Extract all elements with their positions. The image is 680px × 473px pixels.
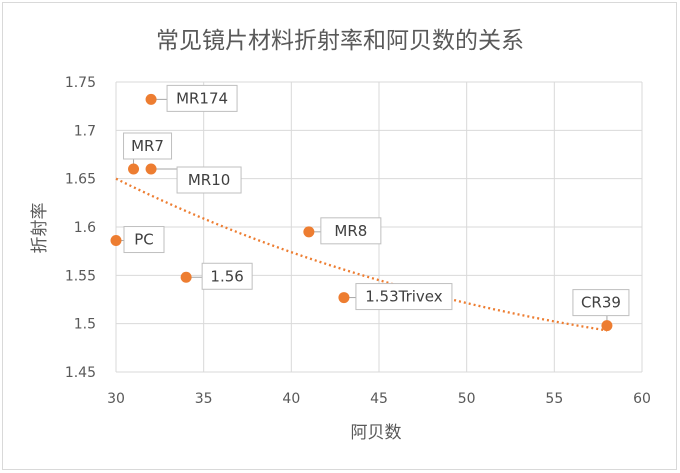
trendline-layer bbox=[115, 177, 608, 332]
data-label: CR39 bbox=[581, 294, 621, 312]
data-label: 1.53Trivex bbox=[365, 288, 443, 306]
x-tick-label: 45 bbox=[370, 391, 388, 407]
data-label: MR7 bbox=[131, 137, 164, 155]
data-label-box bbox=[176, 166, 242, 194]
data-point bbox=[338, 292, 350, 304]
data-label: PC bbox=[134, 231, 154, 249]
y-tick-label: 1.6 bbox=[74, 220, 96, 236]
data-point bbox=[180, 271, 192, 283]
x-tick-label: 35 bbox=[195, 391, 213, 407]
trendline bbox=[115, 177, 608, 332]
data-point bbox=[303, 226, 315, 238]
tick-label-layer: 30 35 40 45 50 55 60 1.45 1.5 1.55 1.6 1.65 1.7 1.75 bbox=[65, 75, 651, 407]
y-tick-label: 1.45 bbox=[65, 365, 96, 381]
y-tick-label: 1.65 bbox=[65, 172, 96, 188]
x-tick-label: 30 bbox=[107, 391, 125, 407]
x-tick-label: 40 bbox=[282, 391, 300, 407]
data-label: MR174 bbox=[176, 89, 228, 107]
data-label-box bbox=[201, 262, 253, 290]
x-tick-label: 60 bbox=[633, 391, 651, 407]
data-label-box bbox=[355, 283, 453, 311]
data-label-box bbox=[166, 84, 238, 112]
y-tick-label: 1.7 bbox=[74, 123, 96, 139]
y-tick-label: 1.5 bbox=[74, 317, 96, 333]
data-label-layer: MR174 MR7 MR10 PC MR8 1.56 1.53Trivex CR39 bbox=[116, 84, 630, 326]
data-point bbox=[128, 163, 140, 175]
data-point bbox=[145, 163, 157, 175]
data-label: 1.56 bbox=[210, 267, 243, 285]
data-point bbox=[145, 93, 157, 105]
data-label-box bbox=[572, 289, 630, 317]
y-axis-title: 折射率 bbox=[30, 203, 50, 254]
x-tick-label: 50 bbox=[458, 391, 476, 407]
data-label-box bbox=[123, 226, 165, 254]
y-tick-label: 1.55 bbox=[65, 268, 96, 284]
chart-title: 常见镜片材料折射率和阿贝数的关系 bbox=[156, 28, 524, 54]
x-axis-title: 阿贝数 bbox=[351, 423, 402, 443]
data-label: MR8 bbox=[334, 222, 367, 240]
data-label-box bbox=[123, 132, 173, 160]
data-label-box bbox=[320, 217, 382, 245]
data-point bbox=[110, 235, 122, 247]
data-point bbox=[601, 320, 613, 332]
x-tick-label: 55 bbox=[545, 391, 563, 407]
data-label: MR10 bbox=[188, 171, 230, 189]
data-point-layer bbox=[110, 93, 613, 332]
y-tick-label: 1.75 bbox=[65, 75, 96, 91]
